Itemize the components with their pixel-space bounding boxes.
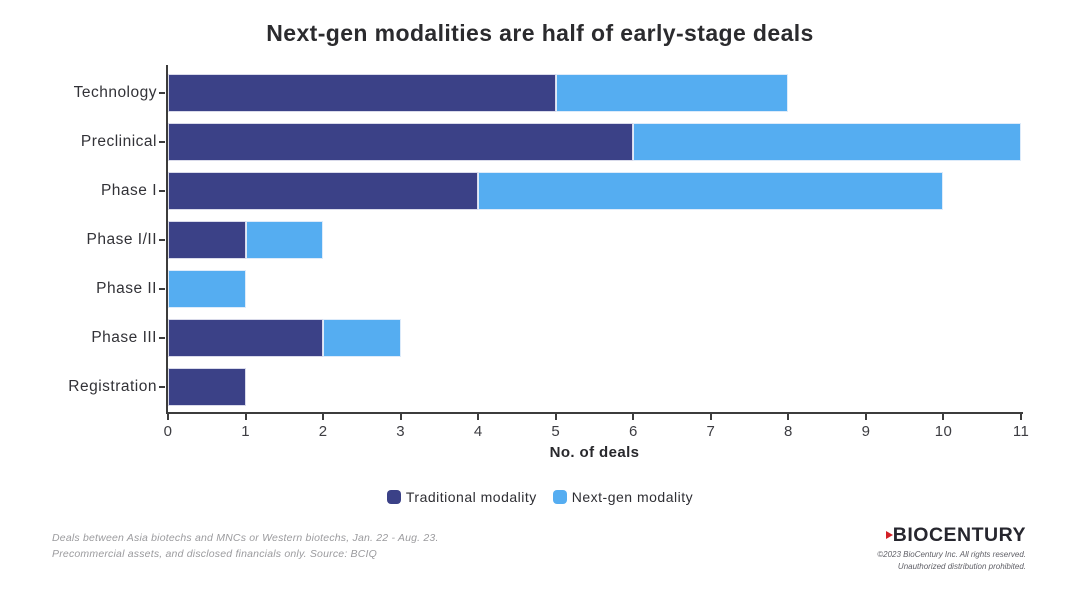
- bar-stack: [168, 171, 1021, 210]
- x-axis-tick-label: 7: [706, 423, 716, 440]
- legend-item-next-gen-modality: Next-gen modality: [552, 489, 694, 505]
- bar-stack: [168, 122, 1021, 161]
- logo-text: BIOCENTURY: [892, 524, 1026, 546]
- legend-item-traditional-modality: Traditional modality: [386, 489, 537, 505]
- branding: BIOCENTURY ©2023 BioCentury Inc. All rig…: [877, 524, 1026, 572]
- category-label: Preclinical: [80, 132, 157, 150]
- footnote-line-2: Precommercial assets, and disclosed fina…: [52, 548, 378, 561]
- chart-row-technology: Technology: [0, 68, 1024, 117]
- chart-title: Next-gen modalities are half of early-st…: [266, 20, 814, 46]
- category-label: Phase II: [96, 280, 157, 298]
- chart-row-phase-i: Phase I: [0, 166, 1024, 215]
- y-axis-tick: [159, 189, 165, 192]
- chart-row-phase-iii: Phase III: [0, 314, 1024, 363]
- x-axis-tick: [399, 414, 402, 420]
- copyright-line-1: ©2023 BioCentury Inc. All rights reserve…: [877, 550, 1026, 559]
- biocentury-logo: BIOCENTURY: [885, 524, 1026, 546]
- x-axis-tick-label: 10: [934, 423, 953, 440]
- x-axis-tick: [554, 414, 557, 420]
- legend-swatch-icon: [552, 490, 567, 504]
- bar-segment-next-gen-modality: [323, 319, 401, 358]
- bar-segment-next-gen-modality: [245, 220, 324, 259]
- category-label: Phase I/II: [86, 230, 157, 248]
- x-axis-tick-label: 2: [318, 423, 328, 440]
- x-axis-tick: [167, 414, 169, 420]
- legend-swatch-icon: [386, 490, 401, 504]
- x-axis-tick-label: 0: [163, 423, 173, 440]
- chart-row-preclinical: Preclinical: [0, 117, 1024, 166]
- bar-segment-traditional-modality: [168, 171, 479, 210]
- x-axis-tick-label: 3: [396, 423, 405, 440]
- bar-segment-next-gen-modality: [478, 171, 944, 210]
- bar-stack: [168, 368, 1021, 407]
- x-axis-tick: [787, 414, 790, 420]
- x-axis-tick-label: 11: [1012, 423, 1030, 440]
- x-axis-tick-label: 5: [551, 423, 561, 440]
- x-axis-tick: [864, 414, 867, 420]
- category-label: Phase III: [91, 329, 157, 347]
- x-axis-line: [166, 412, 1023, 414]
- y-axis-line: [166, 65, 168, 414]
- bar-stack: [168, 270, 1021, 309]
- x-axis-tick-label: 9: [861, 423, 871, 440]
- y-axis-tick: [159, 140, 165, 143]
- legend-label: Next-gen modality: [571, 489, 694, 505]
- x-axis-tick-label: 6: [628, 423, 638, 440]
- copyright-line-2: Unauthorized distribution prohibited.: [897, 561, 1026, 571]
- legend: Traditional modality Next-gen modality: [0, 489, 1080, 505]
- bar-segment-traditional-modality: [168, 122, 634, 161]
- bar-stack: [168, 220, 1021, 259]
- bar-stack: [168, 73, 1021, 112]
- logo-red-arrow-icon: [885, 531, 893, 539]
- legend-label: Traditional modality: [405, 489, 537, 505]
- category-label: Phase I: [100, 181, 157, 199]
- x-axis-tick-label: 4: [473, 423, 483, 440]
- category-label: Technology: [73, 83, 157, 101]
- y-axis-tick: [159, 337, 165, 340]
- footnote: Deals between Asia biotechs and MNCs or …: [52, 530, 439, 563]
- x-axis-tick: [942, 414, 945, 420]
- x-axis-tick-label: 1: [241, 423, 250, 440]
- bar-segment-next-gen-modality: [168, 270, 246, 309]
- plot-rows: Technology Preclinical Phase I Phase I/II Ph…: [0, 68, 1024, 412]
- x-axis-tick: [1020, 414, 1022, 420]
- x-axis-tick-label: 8: [784, 423, 793, 440]
- category-label: Registration: [68, 378, 157, 396]
- x-axis-ticks: 0 1 2 3 4 5 6 7 8 9 10 11: [164, 414, 1029, 448]
- bar-segment-traditional-modality: [168, 73, 556, 112]
- x-axis-tick: [322, 414, 325, 420]
- bar-chart: Technology Preclinical Phase I Phase I/II Ph…: [0, 65, 1080, 468]
- y-axis-tick: [159, 386, 165, 389]
- y-axis-tick: [159, 238, 165, 241]
- bar-segment-next-gen-modality: [555, 73, 789, 112]
- chart-row-phase-i-ii: Phase I/II: [0, 215, 1024, 264]
- chart-row-phase-ii: Phase II: [0, 265, 1024, 314]
- chart-row-registration: Registration: [0, 363, 1024, 412]
- x-axis-label: No. of deals: [549, 444, 640, 461]
- x-axis-tick: [709, 414, 712, 420]
- x-axis-tick: [632, 414, 635, 420]
- y-axis-tick: [159, 91, 165, 94]
- bar-segment-traditional-modality: [168, 220, 246, 259]
- x-axis-tick: [477, 414, 480, 420]
- bar-segment-traditional-modality: [168, 368, 246, 407]
- bar-segment-next-gen-modality: [633, 122, 1021, 161]
- footnote-line-1: Deals between Asia biotechs and MNCs or …: [52, 532, 439, 544]
- bar-stack: [168, 319, 1021, 358]
- y-axis-tick: [159, 288, 165, 291]
- x-axis-tick: [244, 414, 247, 420]
- bar-segment-traditional-modality: [168, 319, 324, 358]
